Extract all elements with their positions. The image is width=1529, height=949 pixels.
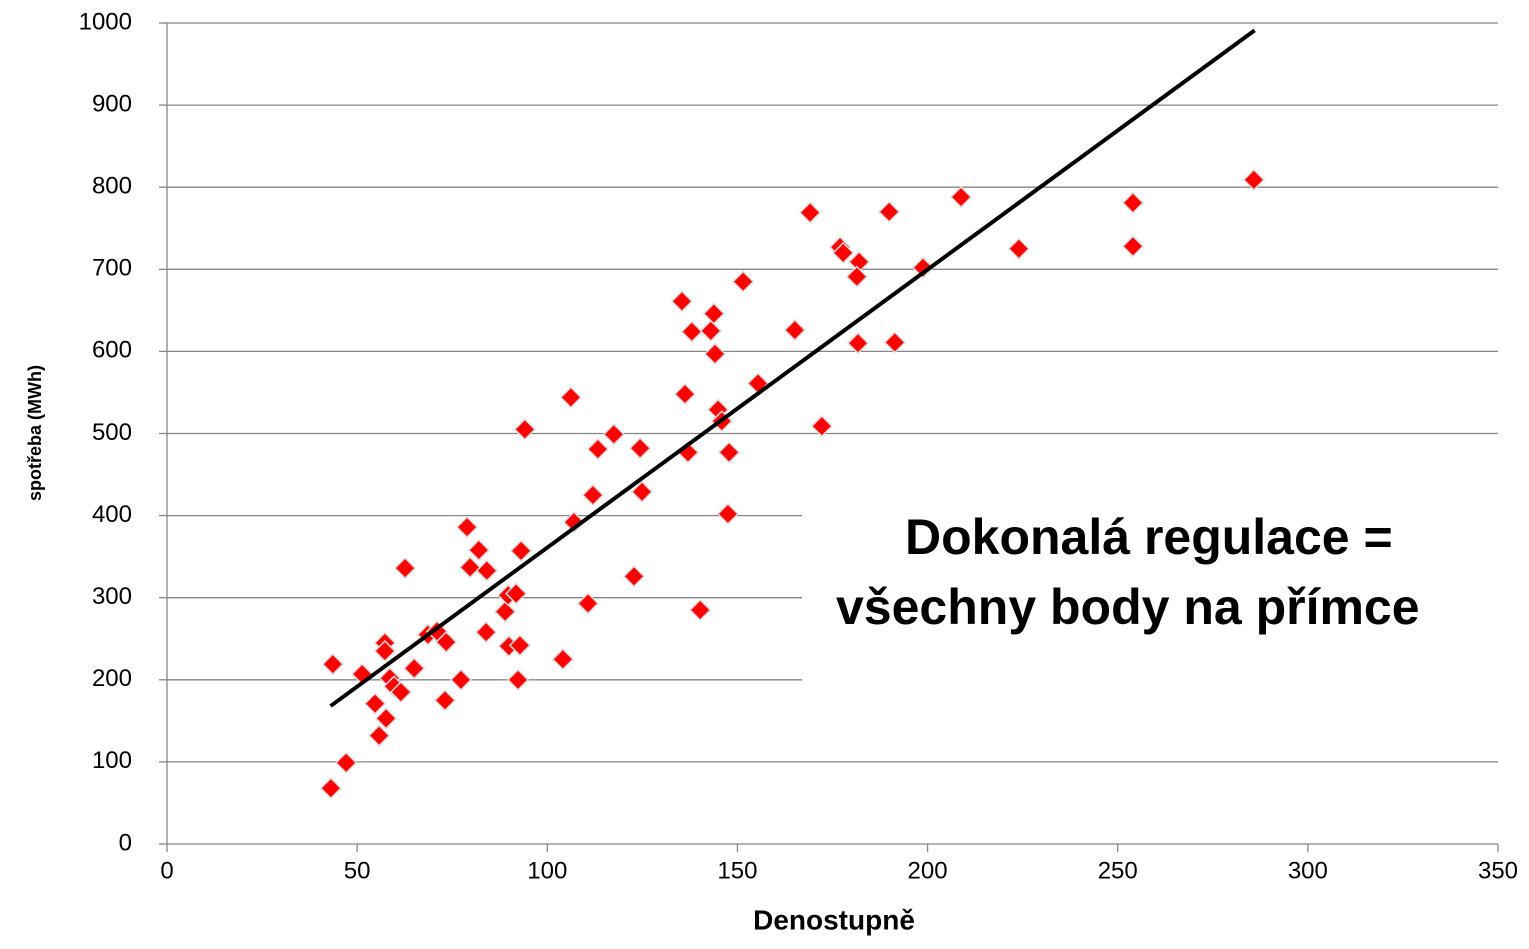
point <box>845 265 868 288</box>
point <box>455 516 479 539</box>
point <box>508 634 531 657</box>
y-axis-label: spotřeba (MWh) <box>25 365 45 501</box>
x-tick-label: 150 <box>717 857 757 884</box>
point <box>506 668 530 691</box>
point <box>433 689 457 712</box>
y-tick-label: 0 <box>119 829 132 856</box>
point <box>389 681 412 704</box>
point <box>629 437 652 460</box>
point <box>551 648 574 671</box>
point <box>1121 235 1144 258</box>
point <box>319 777 342 800</box>
point <box>670 290 693 313</box>
x-tick-label: 250 <box>1098 857 1138 884</box>
point <box>559 386 582 409</box>
x-tick-label: 300 <box>1288 857 1328 884</box>
point <box>689 598 712 622</box>
y-tick-label: 800 <box>92 173 132 200</box>
point <box>393 557 417 580</box>
point <box>509 539 533 562</box>
x-tick-label: 350 <box>1478 857 1518 884</box>
point <box>335 751 358 774</box>
y-tick-label: 700 <box>92 255 132 282</box>
point <box>718 441 741 464</box>
point <box>586 438 609 461</box>
point <box>467 539 490 562</box>
point <box>630 480 654 503</box>
point <box>878 200 901 223</box>
point <box>475 559 498 582</box>
point <box>1121 191 1144 214</box>
y-tick-label: 100 <box>92 747 132 774</box>
point <box>321 653 344 676</box>
y-tick-label: 600 <box>92 337 132 364</box>
y-tick-label: 900 <box>92 90 132 117</box>
point <box>1242 168 1265 191</box>
point <box>846 332 870 355</box>
point <box>494 600 517 623</box>
annotation: Dokonalá regulace = <box>905 509 1393 565</box>
point <box>883 331 906 354</box>
point <box>673 383 697 406</box>
point <box>505 582 528 605</box>
point <box>703 342 727 365</box>
point <box>602 423 625 446</box>
point <box>449 668 473 691</box>
y-tick-label: 400 <box>92 501 132 528</box>
point <box>576 592 600 615</box>
point <box>699 319 722 342</box>
point <box>702 302 725 325</box>
point <box>911 256 935 279</box>
point <box>513 418 536 441</box>
point <box>783 318 806 342</box>
point <box>1007 237 1030 260</box>
trendline <box>329 28 1256 708</box>
x-tick-label: 100 <box>527 857 567 884</box>
y-tick-label: 300 <box>92 583 132 610</box>
point <box>810 415 833 438</box>
x-tick-label: 0 <box>160 857 173 884</box>
x-tick-label: 50 <box>344 857 371 884</box>
point <box>435 630 458 654</box>
point <box>374 707 398 730</box>
point <box>363 692 387 715</box>
point <box>799 201 822 224</box>
point <box>716 502 739 526</box>
point <box>373 640 396 663</box>
y-tick-label: 500 <box>92 419 132 446</box>
point <box>622 565 646 588</box>
annotation: všechny body na přímce <box>836 579 1420 635</box>
point <box>732 270 755 293</box>
point <box>474 621 498 644</box>
point <box>562 511 585 534</box>
annotation-background <box>802 485 1529 685</box>
point <box>403 657 426 680</box>
point <box>459 556 482 579</box>
point <box>949 185 973 209</box>
point <box>581 484 604 507</box>
point <box>368 724 391 747</box>
x-tick-label: 200 <box>908 857 948 884</box>
y-tick-label: 1000 <box>79 8 132 35</box>
point <box>680 320 703 343</box>
point <box>832 241 855 264</box>
x-axis-label: Denostupně <box>753 904 915 935</box>
y-tick-label: 200 <box>92 665 132 692</box>
